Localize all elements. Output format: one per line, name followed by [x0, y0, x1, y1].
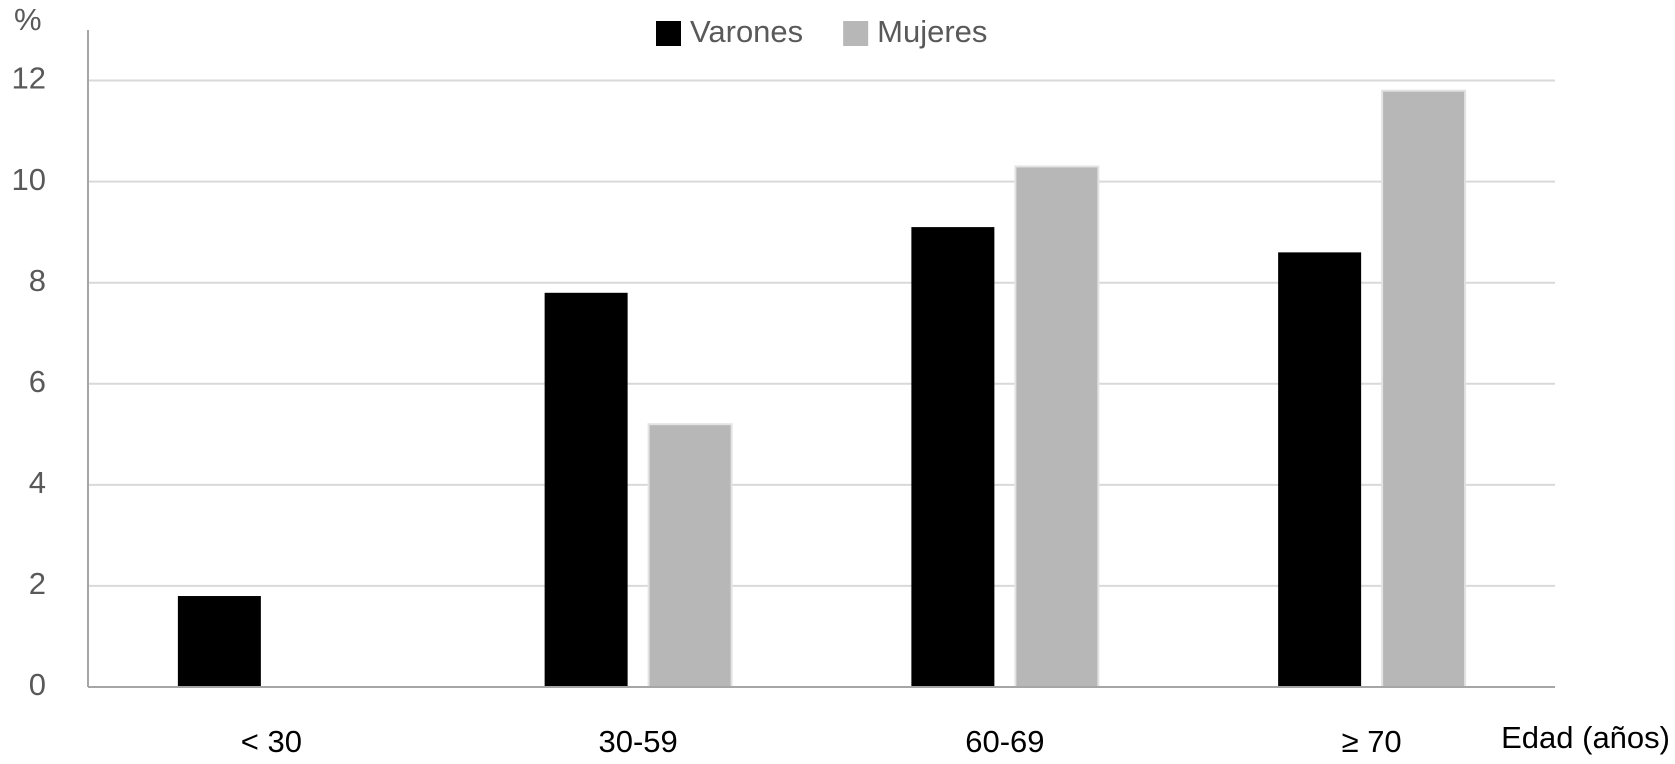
bar — [1278, 252, 1362, 687]
y-tick-label: 2 — [29, 566, 46, 601]
bar — [544, 292, 628, 687]
legend-label: Varones — [690, 14, 803, 49]
y-tick-label: 8 — [29, 263, 46, 298]
bar — [1014, 165, 1100, 688]
y-tick-label: 10 — [12, 162, 46, 197]
y-tick-label: 6 — [29, 364, 46, 399]
y-tick-label: 0 — [29, 667, 46, 702]
x-tick-label: ≥ 70 — [1342, 724, 1402, 759]
bar — [177, 596, 261, 687]
x-tick-label: < 30 — [241, 724, 302, 759]
bar — [911, 227, 995, 687]
bar — [647, 423, 733, 688]
legend-label: Mujeres — [877, 14, 987, 49]
y-tick-label: 12 — [12, 61, 46, 96]
x-tick-label: 30-59 — [598, 724, 677, 759]
y-axis-label: % — [14, 2, 42, 37]
legend-swatch — [656, 21, 681, 46]
x-tick-label: 60-69 — [965, 724, 1044, 759]
y-tick-label: 4 — [29, 465, 46, 500]
x-axis-label: Edad (años) — [1501, 720, 1670, 755]
bar — [1381, 89, 1467, 688]
legend-swatch — [843, 21, 869, 46]
